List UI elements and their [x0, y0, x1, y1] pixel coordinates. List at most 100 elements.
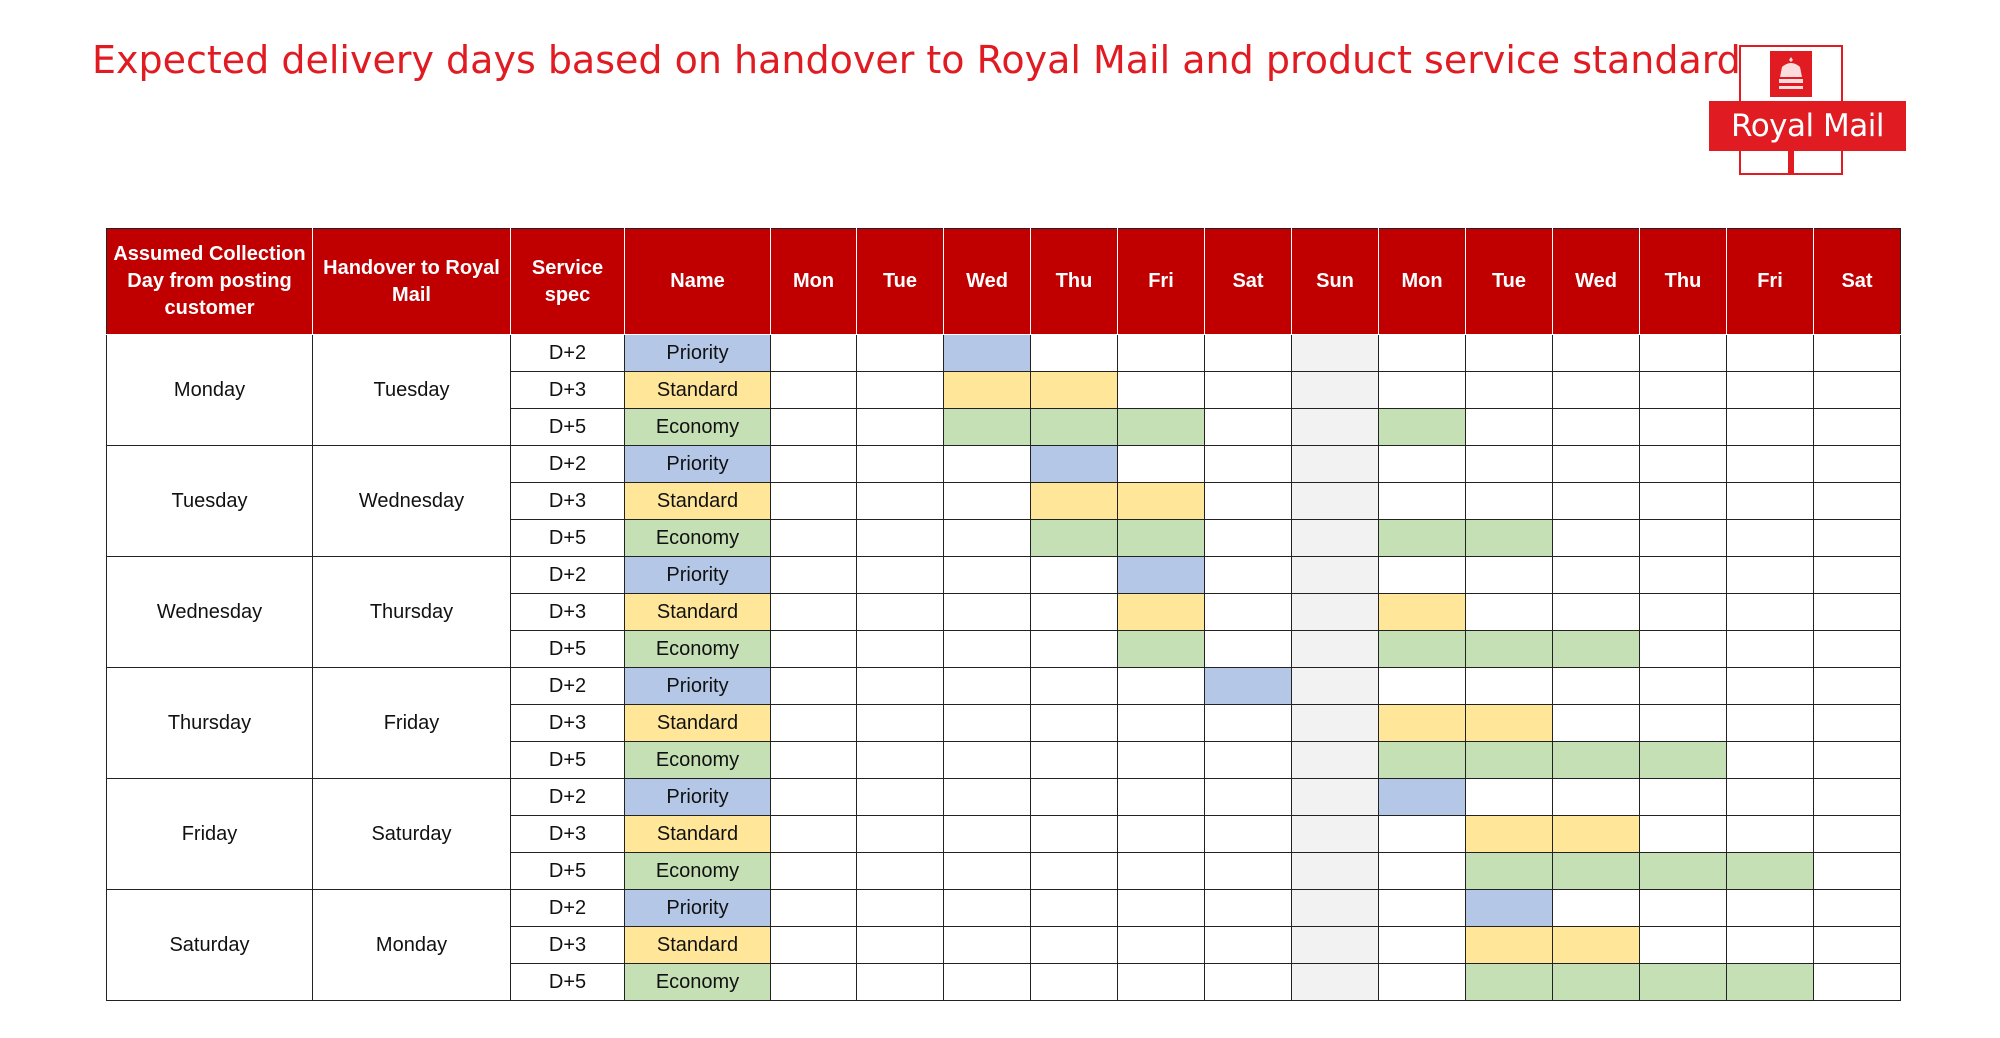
day-cell — [1726, 704, 1814, 742]
header-day-9: Wed — [1552, 228, 1640, 335]
day-cell — [1378, 963, 1466, 1001]
day-cell — [1639, 519, 1727, 557]
sunday-cell — [1291, 593, 1379, 631]
service-name-cell: Priority — [624, 445, 771, 483]
sunday-cell — [1291, 408, 1379, 446]
day-cell — [1204, 630, 1292, 668]
day-cell — [1726, 889, 1814, 927]
day-cell — [943, 630, 1031, 668]
day-cell — [1030, 815, 1118, 853]
day-cell — [1204, 926, 1292, 964]
service-name-cell: Standard — [624, 926, 771, 964]
day-cell — [943, 963, 1031, 1001]
day-cell — [1552, 445, 1640, 483]
delivery-window-cell — [1204, 667, 1292, 705]
day-cell — [1813, 889, 1901, 927]
delivery-window-cell — [1378, 741, 1466, 779]
delivery-window-cell — [1552, 926, 1640, 964]
day-cell — [856, 778, 944, 816]
service-name-cell: Economy — [624, 408, 771, 446]
service-name-cell: Standard — [624, 371, 771, 409]
handover-day-cell: Saturday — [312, 778, 511, 890]
service-spec-cell: D+3 — [510, 482, 625, 520]
day-cell — [1117, 778, 1205, 816]
day-cell — [770, 408, 857, 446]
day-cell — [856, 630, 944, 668]
service-spec-cell: D+5 — [510, 408, 625, 446]
header-day-5: Sat — [1204, 228, 1292, 335]
table-row: D+3 Standard — [107, 815, 1901, 853]
day-cell — [1204, 519, 1292, 557]
day-cell — [1813, 556, 1901, 594]
day-cell — [1465, 445, 1553, 483]
day-cell — [943, 852, 1031, 890]
day-cell — [1117, 889, 1205, 927]
day-cell — [1030, 926, 1118, 964]
day-cell — [1813, 482, 1901, 520]
handover-day-cell: Tuesday — [312, 334, 511, 446]
service-spec-cell: D+5 — [510, 741, 625, 779]
day-cell — [770, 926, 857, 964]
table-row: Wednesday Thursday D+2 Priority — [106, 556, 1901, 668]
collection-day-cell: Tuesday — [106, 445, 313, 557]
day-cell — [943, 741, 1031, 779]
sunday-cell — [1291, 556, 1379, 594]
collection-day-cell: Wednesday — [106, 556, 313, 668]
day-cell — [943, 482, 1031, 520]
day-cell — [770, 667, 857, 705]
table-row: Tuesday Wednesday D+2 Priority — [106, 445, 1901, 557]
day-cell — [1813, 334, 1901, 372]
day-cell — [1552, 667, 1640, 705]
day-cell — [856, 741, 944, 779]
delivery-window-cell — [1465, 926, 1553, 964]
day-cell — [1813, 704, 1901, 742]
table-row: Friday Saturday D+2 Priority — [106, 778, 1901, 890]
day-cell — [1813, 852, 1901, 890]
header-day-4: Fri — [1117, 228, 1205, 335]
day-cell — [1726, 630, 1814, 668]
service-name-cell: Standard — [624, 593, 771, 631]
header-row: Assumed Collection Day from posting cust… — [106, 228, 1901, 335]
day-cell — [1813, 445, 1901, 483]
day-cell — [1030, 778, 1118, 816]
service-spec-cell: D+2 — [510, 556, 625, 594]
day-cell — [1117, 371, 1205, 409]
day-cell — [1726, 778, 1814, 816]
header-day-7: Mon — [1378, 228, 1466, 335]
day-cell — [1465, 482, 1553, 520]
day-cell — [770, 852, 857, 890]
day-cell — [770, 334, 857, 372]
day-cell — [1465, 667, 1553, 705]
table-row: D+5 Economy — [107, 630, 1901, 668]
day-cell — [1639, 593, 1727, 631]
day-cell — [1204, 889, 1292, 927]
header-day-11: Fri — [1726, 228, 1814, 335]
day-cell — [1726, 815, 1814, 853]
header-name: Name — [624, 228, 771, 335]
collection-day-cell: Thursday — [106, 667, 313, 779]
service-spec-cell: D+2 — [510, 667, 625, 705]
day-cell — [770, 741, 857, 779]
day-cell — [1030, 667, 1118, 705]
day-cell — [856, 667, 944, 705]
day-cell — [1378, 889, 1466, 927]
day-cell — [856, 963, 944, 1001]
delivery-window-cell — [1465, 852, 1553, 890]
day-cell — [1639, 926, 1727, 964]
day-cell — [1117, 445, 1205, 483]
header-service-spec: Service spec — [510, 228, 625, 335]
day-cell — [1378, 556, 1466, 594]
day-cell — [1030, 852, 1118, 890]
day-cell — [1726, 445, 1814, 483]
day-cell — [943, 815, 1031, 853]
delivery-window-cell — [1030, 445, 1118, 483]
day-cell — [856, 334, 944, 372]
day-cell — [770, 630, 857, 668]
service-name-cell: Standard — [624, 815, 771, 853]
day-cell — [1204, 741, 1292, 779]
header-day-1: Tue — [856, 228, 944, 335]
delivery-window-cell — [1465, 741, 1553, 779]
service-spec-cell: D+2 — [510, 334, 625, 372]
day-cell — [1378, 815, 1466, 853]
delivery-window-cell — [1465, 963, 1553, 1001]
